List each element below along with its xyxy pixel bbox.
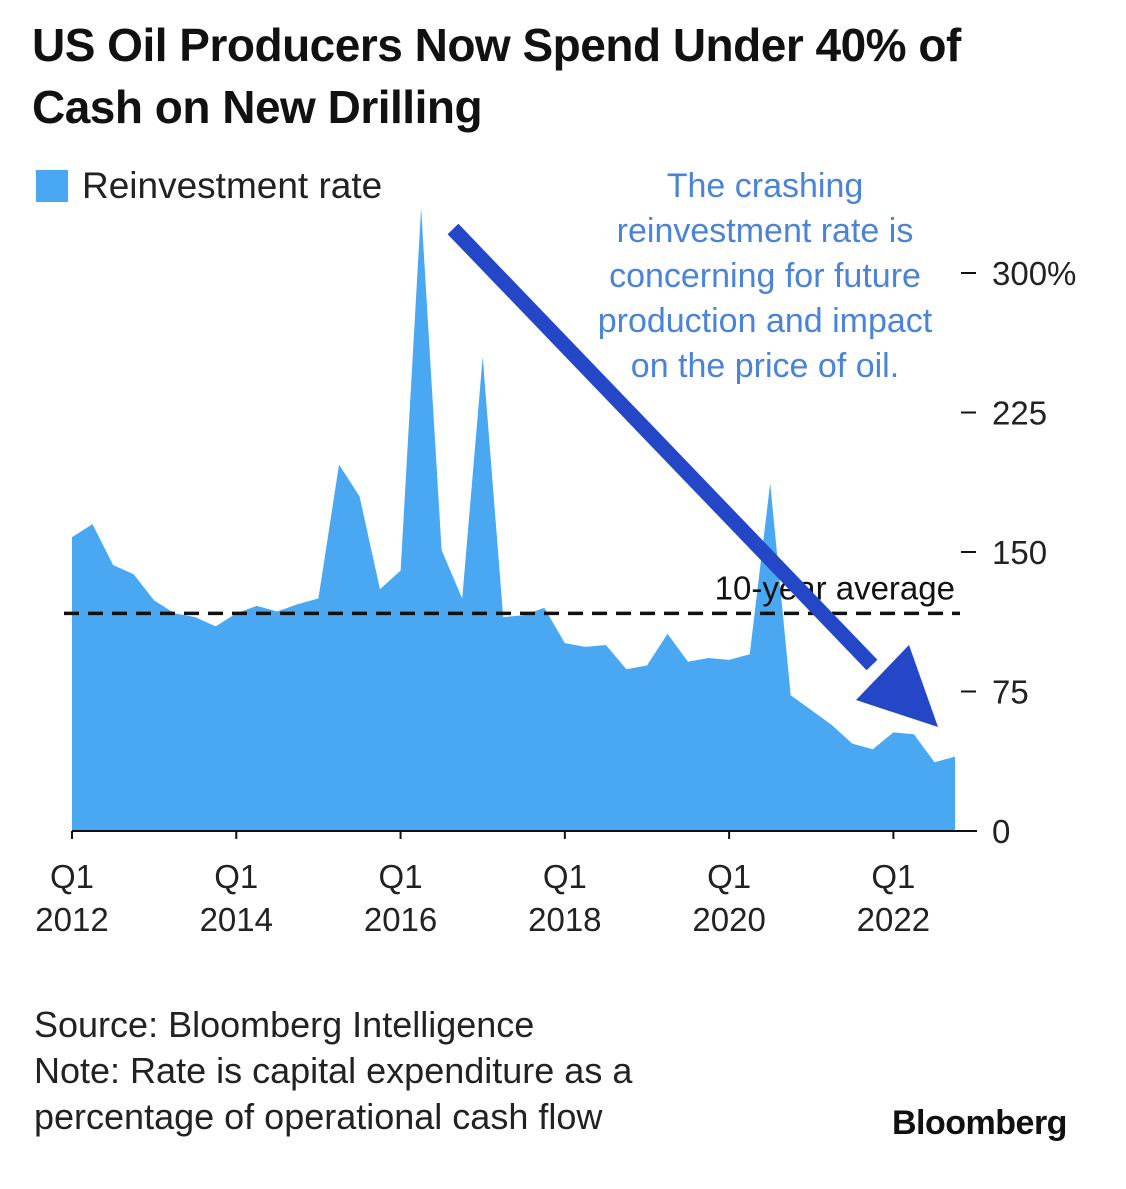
x-tick-label-year-2022: 2022: [857, 901, 930, 938]
legend: Reinvestment rate: [36, 165, 383, 206]
annotation-arrow-layer: [447, 223, 938, 727]
reinvestment-rate-area: [72, 207, 955, 831]
x-tick-label-year-2020: 2020: [692, 901, 765, 938]
x-tick-label-year-2016: 2016: [364, 901, 437, 938]
x-tick-label-q-2020: Q1: [707, 858, 751, 895]
x-tick-label-year-2018: 2018: [528, 901, 601, 938]
chart-title: US Oil Producers Now Spend Under 40% of …: [32, 19, 961, 133]
annotation-text: The crashing reinvestment rate is concer…: [597, 167, 933, 385]
reference-layer: 10-year average: [64, 569, 960, 616]
x-tick-label-year-2014: 2014: [200, 901, 273, 938]
axis-layer: Q1 2012 Q1 2014 Q1 2016 Q1 2018 Q1 2020 Q1 2022 0 75 1…: [35, 255, 1076, 938]
annotation-arrow-head: [856, 645, 938, 727]
note-line-1: Note: Rate is capital expenditure as a: [34, 1050, 633, 1091]
y-tick-label-150: 150: [992, 534, 1047, 571]
source-text: Source: Bloomberg Intelligence: [34, 1004, 535, 1045]
y-tick-label-0: 0: [992, 813, 1010, 850]
reference-line-label-0: 10-year average: [715, 569, 955, 606]
footnote: Source: Bloomberg Intelligence Note: Rat…: [34, 1002, 794, 1140]
annotation-arrow-shaft: [447, 223, 878, 671]
x-tick-label-year-2012: 2012: [35, 901, 108, 938]
y-tick-label-225: 225: [992, 395, 1047, 432]
x-tick-label-q-2022: Q1: [871, 858, 915, 895]
y-tick-label-75: 75: [992, 674, 1029, 711]
y-tick-label-300: 300%: [992, 255, 1076, 292]
area-layer: [72, 207, 955, 831]
legend-swatch: [36, 170, 68, 202]
x-tick-label-q-2012: Q1: [50, 858, 94, 895]
bloomberg-logo: Bloomberg: [892, 1104, 1067, 1142]
legend-label: Reinvestment rate: [82, 165, 383, 206]
x-tick-label-q-2016: Q1: [379, 858, 423, 895]
note-line-2: percentage of operational cash flow: [34, 1096, 603, 1137]
x-tick-label-q-2014: Q1: [214, 858, 258, 895]
x-tick-label-q-2018: Q1: [543, 858, 587, 895]
